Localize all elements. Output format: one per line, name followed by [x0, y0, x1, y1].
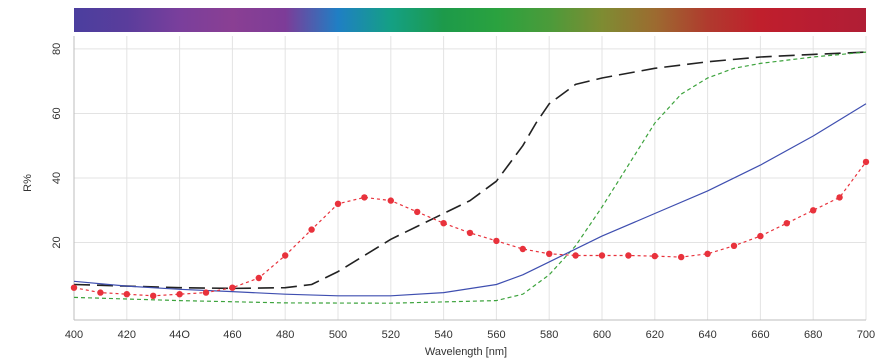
- data-point: [862, 158, 870, 166]
- data-point: [176, 291, 183, 298]
- x-tick-label: 540: [434, 329, 452, 341]
- data-point: [414, 208, 421, 216]
- series-line-2: [73, 51, 867, 304]
- data-point: [387, 197, 394, 204]
- data-point: [783, 220, 790, 227]
- y-tick-label: 20: [51, 236, 63, 248]
- data-point: [757, 232, 764, 240]
- data-point: [229, 284, 236, 291]
- data-point: [255, 274, 262, 282]
- data-point: [150, 292, 157, 299]
- data-point: [97, 289, 104, 296]
- data-point: [123, 291, 130, 298]
- y-tick-label: 80: [51, 43, 63, 55]
- grid: [73, 36, 867, 320]
- data-point: [334, 200, 342, 207]
- x-tick-label: 580: [540, 329, 558, 341]
- x-tick-label: 700: [857, 329, 875, 341]
- x-tick-label: 660: [751, 329, 769, 341]
- x-tick-label: 400: [65, 329, 83, 341]
- data-point: [202, 289, 210, 296]
- x-tick-label: 560: [487, 329, 505, 341]
- data-point: [704, 250, 711, 257]
- data-point: [308, 226, 315, 233]
- x-tick-label: 480: [276, 329, 294, 341]
- axes: [73, 36, 866, 321]
- data-point: [810, 207, 817, 214]
- tick-labels: 400 420 44O 460 480 500 520 540 560 580 600 620 640 6…: [51, 43, 875, 341]
- x-tick-label: 600: [593, 329, 611, 341]
- data-point: [836, 194, 843, 201]
- data-point: [361, 194, 368, 201]
- series-line-1: [73, 51, 867, 290]
- y-tick-label: 60: [51, 107, 63, 119]
- data-point: [493, 237, 500, 245]
- spectrum-color-bar: [74, 8, 866, 32]
- x-tick-label: 620: [646, 329, 664, 341]
- data-point: [440, 220, 447, 227]
- y-axis-title: R%: [22, 174, 34, 192]
- x-tick-label: 460: [223, 329, 241, 341]
- x-axis-title: Wavelength [nm]: [425, 346, 507, 358]
- data-point: [546, 250, 553, 257]
- x-tick-label: 520: [382, 329, 400, 341]
- data-point: [70, 284, 78, 291]
- y-tick-label: 40: [51, 172, 63, 184]
- x-tick-label: 420: [118, 329, 136, 341]
- series-layer: [70, 51, 870, 304]
- data-point: [625, 252, 632, 259]
- data-point: [598, 252, 606, 259]
- data-point: [282, 252, 289, 259]
- data-point: [730, 242, 738, 249]
- series-line-3: [73, 103, 867, 297]
- data-point: [678, 253, 685, 261]
- data-point: [572, 252, 579, 259]
- data-point: [519, 245, 526, 253]
- x-tick-label: 640: [698, 329, 716, 341]
- x-tick-label: 500: [329, 329, 347, 341]
- data-point: [466, 229, 474, 237]
- x-tick-label: 680: [804, 329, 822, 341]
- x-tick-label: 44O: [169, 329, 190, 341]
- data-point: [651, 252, 658, 260]
